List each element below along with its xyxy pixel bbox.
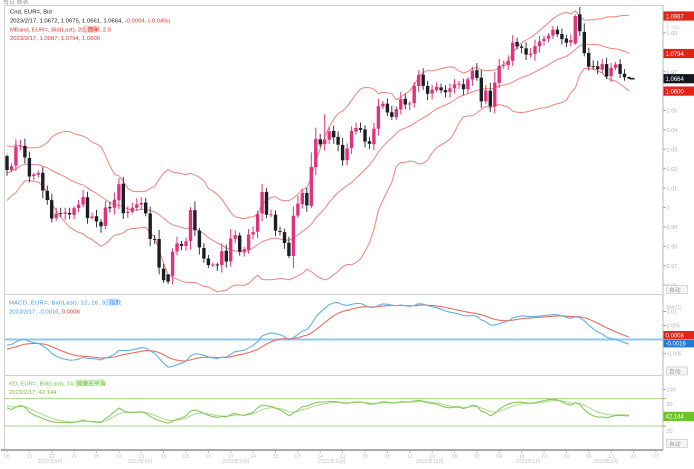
svg-text:26: 26 <box>161 454 167 460</box>
svg-text:02: 02 <box>474 454 480 460</box>
svg-text:1.0987: 1.0987 <box>666 14 685 20</box>
svg-text:80: 80 <box>667 402 673 408</box>
svg-text:07: 07 <box>295 454 301 460</box>
svg-text:08: 08 <box>4 454 10 460</box>
svg-text:1.02: 1.02 <box>667 167 678 173</box>
svg-text:1.0600: 1.0600 <box>666 89 685 95</box>
svg-text:自动: 自动 <box>669 440 681 448</box>
svg-text:20: 20 <box>631 454 637 460</box>
svg-text:27: 27 <box>653 454 659 460</box>
svg-text:20: 20 <box>667 429 673 435</box>
svg-text:10: 10 <box>206 454 212 460</box>
svg-text:2022年10月: 2022年10月 <box>222 457 250 464</box>
svg-text:2022年8月: 2022年8月 <box>38 457 63 464</box>
svg-text:23: 23 <box>541 454 547 460</box>
svg-text:05: 05 <box>385 454 391 460</box>
svg-text:MBand, EUR=, Bid(Last), 20, 簡單: MBand, EUR=, Bid(Last), 20, 簡單, 2.0 <box>10 25 112 33</box>
svg-text:12: 12 <box>116 454 122 460</box>
svg-text:Cnd, EUR=, Bid: Cnd, EUR=, Bid <box>10 10 52 16</box>
svg-text:KD, EUR=, Bid(Last), 14, 威廉氏平: KD, EUR=, Bid(Last), 14, 威廉氏平滑 <box>9 379 106 387</box>
svg-text:29: 29 <box>71 454 77 460</box>
svg-text:1.03: 1.03 <box>667 148 678 154</box>
svg-text:2023/2/17, 42.144: 2023/2/17, 42.144 <box>9 390 57 396</box>
svg-text:15: 15 <box>27 454 33 460</box>
svg-text:2022年12月: 2022年12月 <box>416 457 444 464</box>
svg-text:0.97: 0.97 <box>667 264 678 270</box>
svg-text:03: 03 <box>183 454 189 460</box>
svg-text:100: 100 <box>667 388 676 394</box>
svg-text:26: 26 <box>452 454 458 460</box>
svg-text:1.09: 1.09 <box>667 31 678 37</box>
svg-text:42.144: 42.144 <box>666 415 685 421</box>
svg-text:28: 28 <box>362 454 368 460</box>
svg-text:31: 31 <box>273 454 279 460</box>
svg-text:09: 09 <box>496 454 502 460</box>
svg-text:0.786: 0.786 <box>667 26 680 32</box>
svg-text:1.05: 1.05 <box>667 109 678 115</box>
svg-text:2023/2/17, -0.0016, 0.0008: 2023/2/17, -0.0016, 0.0008 <box>9 309 80 315</box>
svg-text:2022年11月: 2022年11月 <box>318 457 345 464</box>
svg-text:自动: 自动 <box>669 367 681 375</box>
svg-text:1.04: 1.04 <box>667 128 678 134</box>
svg-text:05: 05 <box>94 454 100 460</box>
svg-text:-0.005: -0.005 <box>667 352 682 358</box>
svg-text:每日 图表: 每日 图表 <box>3 0 29 6</box>
svg-text:2023年2月: 2023年2月 <box>594 457 619 464</box>
svg-text:1.0664: 1.0664 <box>666 77 685 83</box>
svg-text:0.0008: 0.0008 <box>666 333 685 339</box>
svg-text:0.98: 0.98 <box>667 245 678 251</box>
svg-text:2023年1月: 2023年1月 <box>516 457 541 464</box>
svg-text:12: 12 <box>407 454 413 460</box>
svg-text:1: 1 <box>667 206 670 212</box>
svg-text:0.005: 0.005 <box>667 324 681 330</box>
svg-text:24: 24 <box>250 454 256 460</box>
svg-text:MACD: MACD <box>667 305 683 311</box>
svg-text:1.01: 1.01 <box>667 186 678 192</box>
svg-text:-0.0016: -0.0016 <box>666 342 687 348</box>
svg-text:0.99: 0.99 <box>667 225 678 231</box>
svg-text:06: 06 <box>586 454 592 460</box>
svg-text:1.0794: 1.0794 <box>666 52 685 58</box>
svg-text:2023/2/17, 1.0987, 1.0794, 1.0: 2023/2/17, 1.0987, 1.0794, 1.0600 <box>10 36 101 42</box>
svg-text:30: 30 <box>564 454 570 460</box>
svg-text:2022年9月: 2022年9月 <box>128 457 153 464</box>
svg-text:2023/2/17, 1.0672, 1.0675, 1.0: 2023/2/17, 1.0672, 1.0675, 1.0661, 1.066… <box>10 19 171 25</box>
svg-text:MACD, EUR=, Bid(Last), 12, 26: MACD, EUR=, Bid(Last), 12, 26, 9, 指数 <box>9 299 122 307</box>
svg-text:自动: 自动 <box>669 286 681 294</box>
